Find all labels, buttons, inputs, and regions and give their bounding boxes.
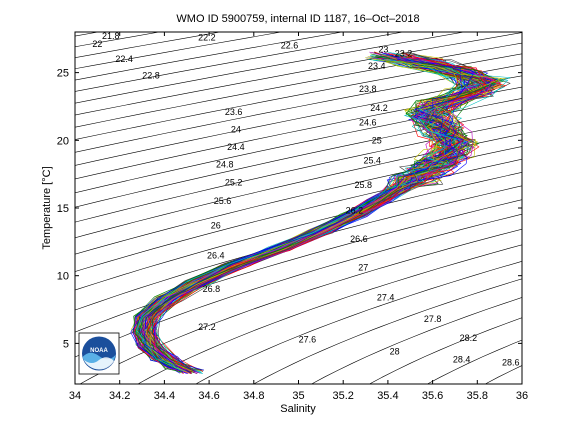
x-tick-label: 34.2 [109, 390, 130, 402]
contour-label: 26.4 [207, 250, 225, 260]
contour-label: 28 [390, 347, 400, 357]
x-tick-label: 35.8 [467, 390, 488, 402]
y-tick-label: 20 [57, 135, 69, 147]
x-tick-label: 35.2 [332, 390, 353, 402]
profile-line [146, 53, 487, 373]
contour-label: 26 [211, 221, 221, 231]
x-tick-label: 34 [69, 390, 81, 402]
density-contour [137, 244, 522, 384]
contour-label: 28.6 [502, 357, 520, 367]
contour-label: 25.2 [225, 177, 243, 187]
density-contour [310, 297, 522, 384]
x-axis-label: Salinity [280, 403, 316, 415]
x-tick-label: 34.4 [154, 390, 175, 402]
profile-line [146, 59, 503, 372]
density-contour [75, 32, 466, 104]
density-contour [75, 32, 522, 116]
profile-line [146, 58, 496, 371]
x-tick-label: 35.6 [422, 390, 443, 402]
contour-label: 27.4 [377, 292, 395, 302]
x-tick-label: 34.6 [198, 390, 219, 402]
contour-label: 23.6 [225, 107, 243, 117]
density-contour [75, 109, 522, 208]
y-tick-label: 15 [57, 203, 69, 215]
contour-label: 23.8 [359, 84, 377, 94]
contour-label: 28.4 [453, 355, 471, 365]
contour-label: 23.4 [368, 61, 386, 71]
y-tick-label: 25 [57, 68, 69, 80]
x-tick-label: 34.8 [243, 390, 264, 402]
contour-label: 24.4 [227, 142, 245, 152]
profile-line [154, 57, 493, 374]
profile-line [152, 59, 502, 372]
y-tick-label: 10 [57, 271, 69, 283]
x-tick-label: 36 [516, 390, 528, 402]
contour-label: 24.2 [370, 103, 388, 113]
y-tick-label: 5 [63, 338, 69, 350]
contour-label: 27.6 [299, 334, 317, 344]
x-tick-label: 35 [292, 390, 304, 402]
contour-label: 22.2 [198, 32, 216, 42]
profile-line [144, 59, 474, 374]
logo-text: NOAA [90, 348, 108, 354]
contour-label: 22 [92, 39, 102, 49]
density-contour [75, 158, 522, 272]
density-contour [195, 261, 522, 384]
contour-label: 22.8 [142, 70, 160, 80]
density-contour [75, 185, 522, 311]
density-contour [75, 146, 522, 255]
profile-line [141, 57, 502, 374]
density-contour [75, 199, 522, 333]
contour-label: 25.4 [363, 156, 381, 166]
contour-label: 27.8 [424, 314, 442, 324]
contour-label: 25.8 [355, 180, 373, 190]
density-contour [75, 121, 522, 223]
profile-line [133, 57, 479, 373]
contour-label: 25 [372, 135, 382, 145]
density-contour [253, 278, 522, 384]
profile-line [135, 60, 467, 372]
contour-label: 26.2 [346, 206, 364, 216]
y-axis-ticks: 5 10 15 20 25 [57, 68, 522, 350]
contour-label: 27 [358, 263, 368, 273]
contour-label: 27.2 [198, 322, 216, 332]
noaa-logo: NOAA [78, 332, 120, 375]
profile-line [140, 59, 486, 372]
density-contour [75, 133, 522, 239]
contour-label: 23.2 [395, 49, 413, 59]
profile-line [151, 57, 491, 373]
contour-label: 25.6 [214, 196, 232, 206]
density-contour [75, 64, 522, 153]
x-axis-ticks: 34 34.2 34.4 34.6 34.8 35 35.2 35.4 35.6 35.8 36 [69, 32, 528, 402]
x-tick-label: 35.4 [377, 390, 398, 402]
contour-label: 21.8 [102, 31, 120, 41]
contour-labels: 21.822 22.2 22.4 22.6 22.8 23 23.2 23.4 23.6 23.8… [92, 31, 519, 367]
profile-line [147, 54, 507, 374]
density-contour [75, 42, 522, 128]
contour-label: 24.6 [359, 118, 377, 128]
contour-label: 22.4 [115, 54, 133, 64]
density-contour [79, 228, 522, 384]
chart-title: WMO ID 5900759, internal ID 1187, 16–Oct… [176, 13, 419, 25]
contour-label: 24 [231, 124, 241, 134]
density-contour [75, 32, 405, 92]
density-contour [368, 317, 522, 384]
contour-label: 26.8 [203, 284, 221, 294]
density-contour [75, 53, 522, 140]
contour-label: 24.8 [216, 160, 234, 170]
contour-label: 22.6 [281, 41, 299, 51]
contour-label: 26.6 [350, 234, 368, 244]
contour-label: 28.2 [460, 333, 478, 343]
profile-lines [130, 51, 511, 375]
y-axis-label: Temperature [°C] [41, 166, 53, 249]
contour-label: 23 [378, 45, 388, 55]
